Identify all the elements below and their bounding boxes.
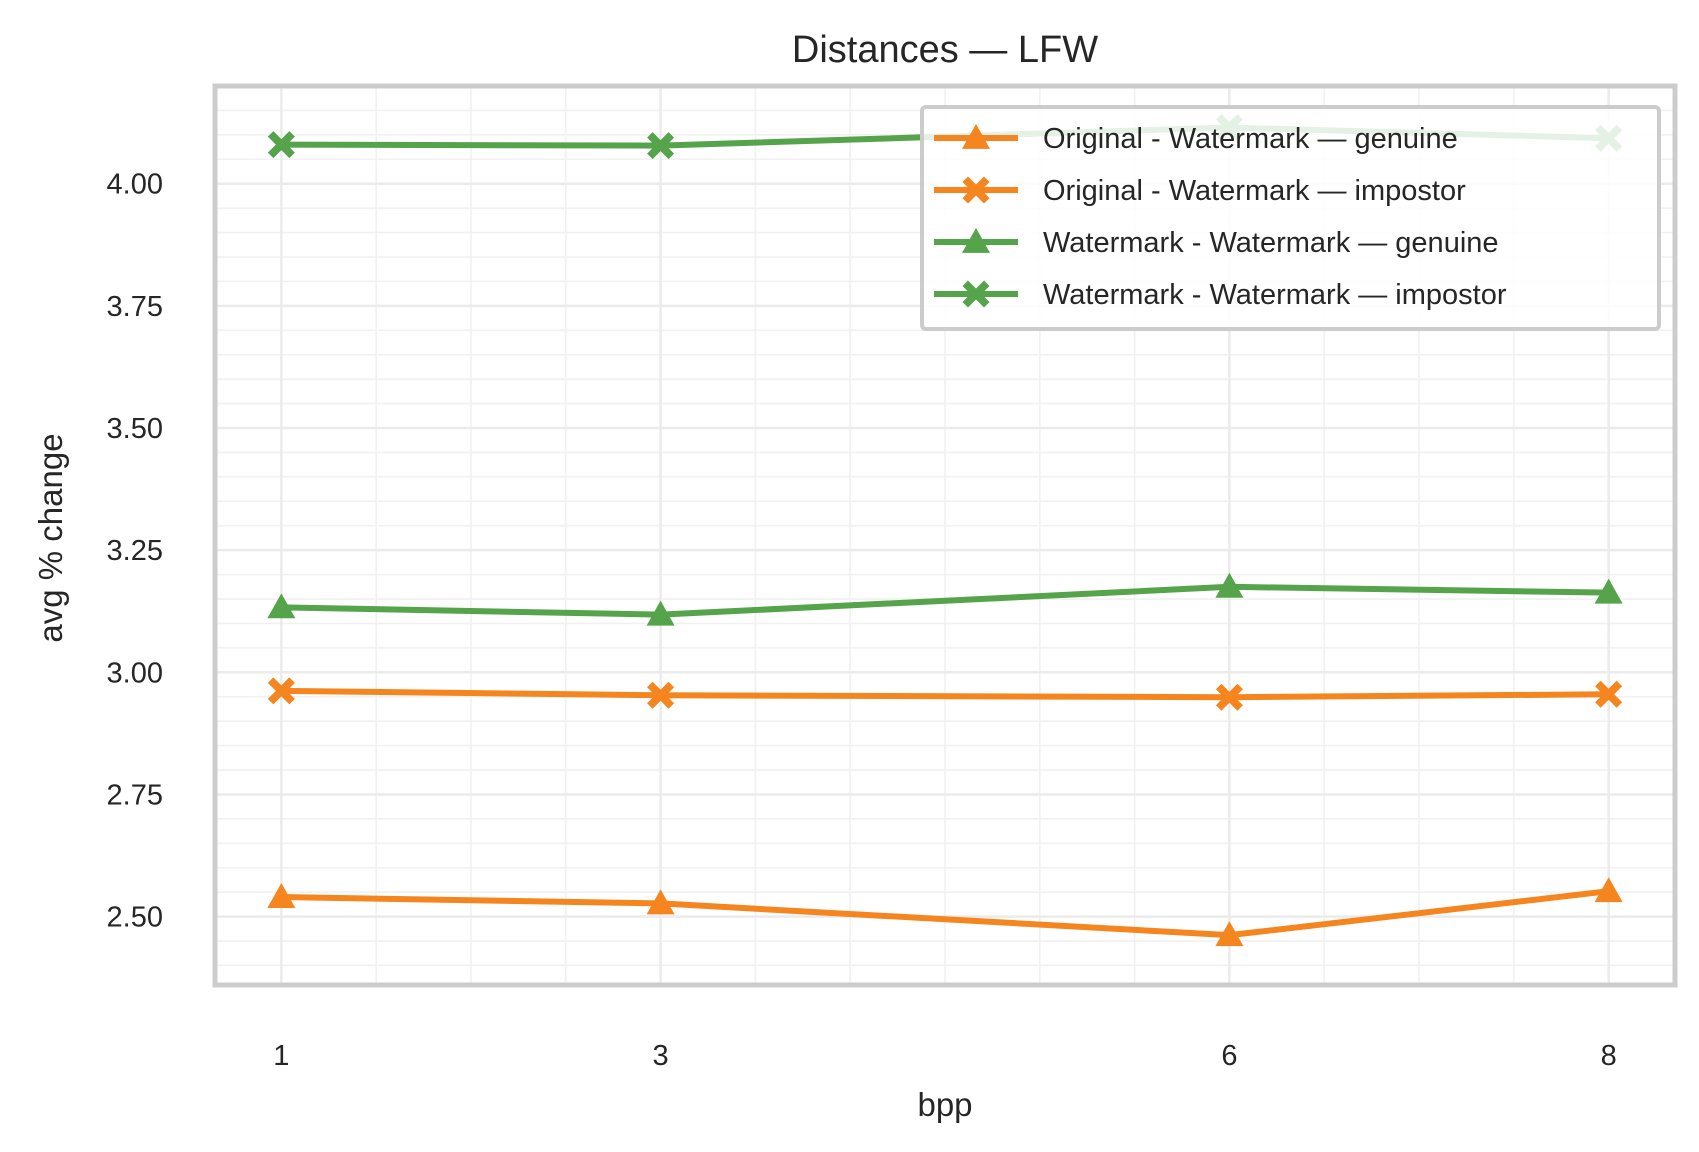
y-tick-label: 2.50 (107, 902, 163, 934)
data-point (647, 132, 675, 160)
series-1 (267, 877, 1623, 947)
chart-title: Distances — LFW (792, 29, 1098, 71)
data-point (1594, 877, 1623, 903)
legend-item: Original - Watermark — genuine (934, 123, 1458, 155)
x-tick-label: 6 (1221, 1040, 1237, 1072)
data-point (647, 681, 675, 709)
tick-labels: 1 3 6 8 2.50 2.75 3.00 3.25 3.50 3.75 4.00 (107, 169, 1617, 1072)
legend-item: Watermark - Watermark — impostor (934, 279, 1507, 311)
data-point (1215, 572, 1244, 598)
legend-item: Original - Watermark — impostor (934, 175, 1466, 207)
x-tick-label: 3 (653, 1040, 669, 1072)
data-point (646, 600, 675, 626)
legend-marker (962, 176, 990, 204)
legend: Original - Watermark — genuine Original -… (920, 105, 1661, 331)
data-point (1595, 680, 1623, 708)
legend-marker (962, 124, 990, 149)
legend-marker (962, 280, 990, 308)
data-point (267, 883, 296, 908)
data-point (1594, 578, 1623, 604)
x-axis-label: bpp (917, 1086, 972, 1123)
series-line (281, 687, 1609, 701)
y-tick-label: 4.00 (107, 169, 163, 201)
data-point (646, 889, 675, 915)
series-3 (267, 572, 1623, 626)
plot-frame (212, 83, 1678, 988)
x-tick-label: 8 (1601, 1040, 1617, 1072)
data-point (1215, 921, 1244, 947)
legend-marker (962, 228, 990, 253)
legend-box (920, 105, 1661, 331)
legend-label: Original - Watermark — genuine (1043, 123, 1458, 155)
legend-label: Original - Watermark — impostor (1043, 175, 1466, 207)
data-point (267, 677, 295, 705)
y-tick-label: 2.75 (107, 779, 163, 811)
series-line (281, 583, 1609, 618)
legend-label: Watermark - Watermark — genuine (1043, 227, 1499, 259)
series-line (281, 888, 1609, 939)
series-2 (267, 677, 1623, 711)
y-axis-label: avg % change (32, 433, 69, 642)
y-tick-label: 3.50 (107, 413, 163, 445)
data-point (267, 593, 296, 619)
x-tick-label: 1 (273, 1040, 289, 1072)
data-point (267, 131, 295, 159)
legend-item: Watermark - Watermark — genuine (934, 227, 1499, 259)
legend-label: Watermark - Watermark — impostor (1043, 279, 1507, 311)
y-tick-label: 3.75 (107, 291, 163, 323)
y-tick-label: 3.00 (107, 657, 163, 689)
data-point (1215, 683, 1243, 711)
y-tick-label: 3.25 (107, 535, 163, 567)
